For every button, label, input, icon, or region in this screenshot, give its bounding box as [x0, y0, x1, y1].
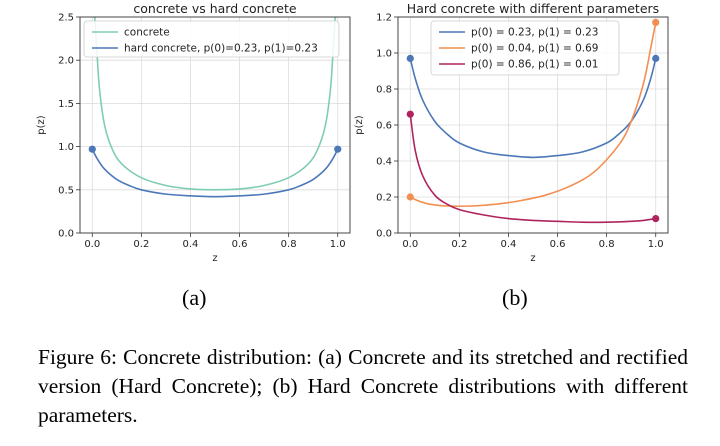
y-tick-label: 0.0	[58, 229, 74, 240]
series-line	[91, 148, 339, 198]
series-line	[409, 114, 656, 224]
x-tick-label: 1.0	[648, 239, 664, 250]
x-axis-label: z	[530, 253, 535, 264]
series-lines	[409, 22, 657, 224]
x-tick-label: 1.0	[330, 239, 346, 250]
x-tick-label: 0.0	[84, 239, 100, 250]
chart-title: concrete vs hard concrete	[133, 1, 296, 16]
legend-box	[430, 20, 620, 76]
y-tick-label: 1.2	[376, 13, 392, 24]
x-tick-label: 0.2	[451, 239, 467, 250]
plot-a: 0.0 0.2 0.4 0.6 0.8 1.0 0.0 0.5 1.0 1.5 2.0 2.5 conc…	[36, 1, 351, 264]
x-tick-label: 0.4	[501, 239, 517, 250]
endpoint-marker	[652, 54, 660, 63]
series-lines	[91, 17, 339, 198]
y-tick-label: 0.5	[58, 185, 74, 196]
y-tick-label: 1.5	[58, 99, 74, 110]
x-tick-label: 0.6	[550, 239, 566, 250]
y-axis-label: p(z)	[354, 115, 365, 134]
legend-entry: concrete	[124, 27, 170, 39]
legend-entry: p(0) = 0.86, p(1) = 0.01	[471, 59, 598, 71]
x-tick-label: 0.6	[232, 239, 248, 250]
legend-entry: hard concrete, p(0)=0.23, p(1)=0.23	[124, 43, 318, 55]
figure-6-plots: 0.0 0.2 0.4 0.6 0.8 1.0 0.0 0.5 1.0 1.5 2.0 2.5 conc…	[36, 1, 669, 264]
legend: p(0) = 0.23, p(1) = 0.23 p(0) = 0.04, p(1…	[430, 20, 620, 76]
series-line	[409, 58, 657, 159]
x-tick-label: 0.0	[402, 239, 418, 250]
endpoint-marker	[406, 193, 414, 201]
y-tick-label: 0.4	[376, 157, 392, 168]
figure-caption: Figure 6: Concrete distribution: (a) Con…	[38, 345, 688, 427]
y-tick-label: 0.8	[376, 85, 392, 96]
legend-box	[83, 20, 340, 58]
chart-title: Hard concrete with different parameters	[407, 1, 659, 16]
series-line	[409, 22, 657, 208]
endpoint-marker	[406, 110, 414, 118]
plot-frame	[397, 16, 669, 234]
x-tick-label: 0.4	[183, 239, 199, 250]
plot-b: 0.0 0.2 0.4 0.6 0.8 1.0 0.0 0.2 0.4 0.6 0.8 1.0 1.2 H…	[354, 1, 669, 264]
y-tick-label: 0.6	[376, 121, 392, 132]
endpoint-marker	[406, 54, 414, 63]
y-tick-label: 0.0	[376, 229, 392, 240]
x-axis-label: z	[212, 253, 217, 264]
sublabel-a: (a)	[182, 285, 207, 310]
plot-frame	[79, 16, 351, 234]
x-tick-label: 0.8	[281, 239, 297, 250]
x-tick-label: 0.8	[599, 239, 615, 250]
legend-entry: p(0) = 0.04, p(1) = 0.69	[471, 43, 598, 55]
x-tick-label: 0.2	[133, 239, 149, 250]
legend: concrete hard concrete, p(0)=0.23, p(1)=0…	[83, 20, 340, 58]
endpoint-marker	[652, 215, 660, 223]
series-line	[92, 17, 338, 191]
endpoint-marker	[88, 145, 96, 153]
sublabel-b: (b)	[502, 285, 528, 310]
y-tick-label: 2.0	[58, 56, 74, 67]
y-tick-label: 2.5	[58, 13, 74, 24]
endpoint-marker	[334, 145, 342, 153]
y-tick-label: 0.2	[376, 193, 392, 204]
y-tick-label: 1.0	[58, 142, 74, 153]
endpoint-marker	[652, 18, 660, 26]
y-axis-label: p(z)	[36, 115, 47, 134]
y-tick-label: 1.0	[376, 49, 392, 60]
legend-entry: p(0) = 0.23, p(1) = 0.23	[471, 27, 598, 39]
